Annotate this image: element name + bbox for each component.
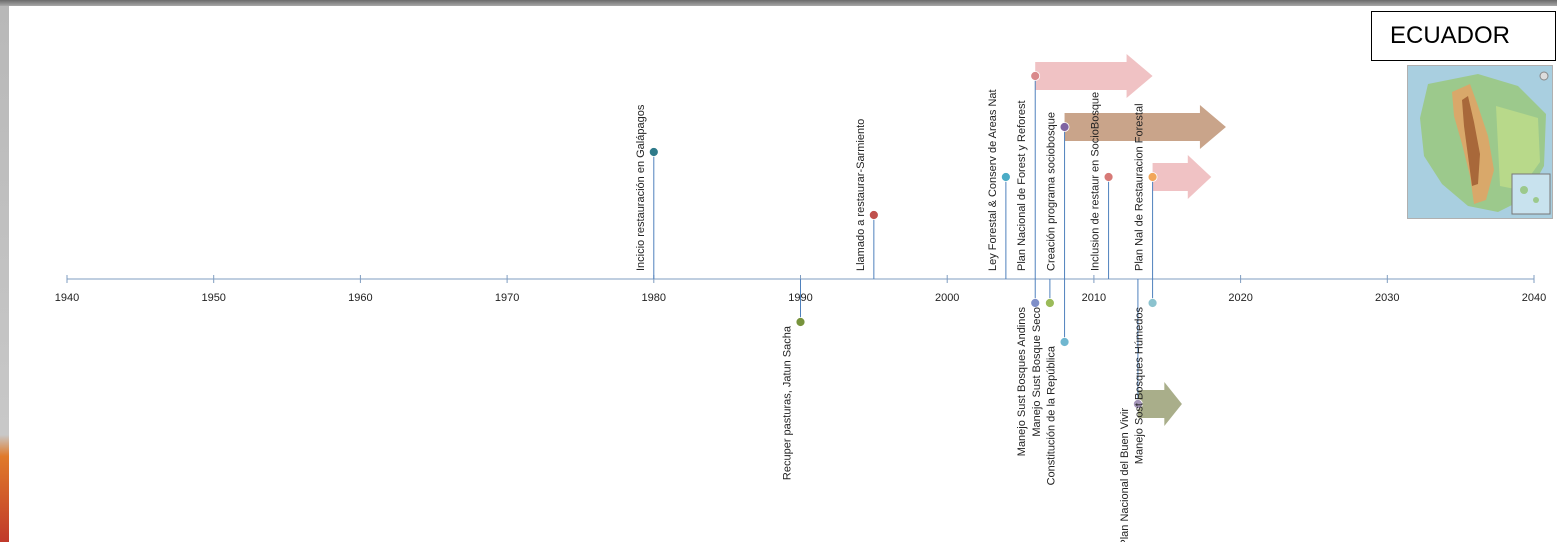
event-label: Ley Forestal & Conserv de Areas Nat xyxy=(987,89,999,271)
event-label: Recuper pasturas, Jatun Sacha xyxy=(782,325,794,480)
country-title-box: ECUADOR xyxy=(1371,11,1556,61)
tick-label: 2010 xyxy=(1082,292,1106,304)
event-marker xyxy=(1059,337,1070,347)
event-marker xyxy=(1000,172,1011,182)
tick-label: 1960 xyxy=(348,292,372,304)
event-label: Manejo Sust Bosques Andinos xyxy=(1016,307,1028,457)
event-label: Plan Nacional del Buen Vivir xyxy=(1119,408,1131,542)
event-label: Creación programa sociobosque xyxy=(1046,112,1058,271)
event-arrow xyxy=(1137,382,1182,426)
event-marker xyxy=(1103,172,1114,182)
tick-label: 2000 xyxy=(935,292,959,304)
top-frame-bar xyxy=(0,0,1557,6)
event-marker xyxy=(1044,298,1055,308)
event-label: Constitución de la República xyxy=(1046,345,1058,485)
event-marker xyxy=(868,210,879,220)
tick-label: 1980 xyxy=(642,292,666,304)
ecuador-map-icon xyxy=(1407,65,1553,219)
tick-label: 2030 xyxy=(1375,292,1399,304)
event-label: Manejo Sost Bosques Húmedos xyxy=(1134,307,1146,465)
event-marker xyxy=(795,317,806,327)
event-label: Inclusion de restaur en SocioBosque xyxy=(1090,92,1102,271)
event-marker xyxy=(1147,298,1158,308)
tick-label: 1970 xyxy=(495,292,519,304)
left-frame-bar xyxy=(0,6,9,542)
country-title: ECUADOR xyxy=(1390,22,1511,49)
event-marker xyxy=(1030,298,1041,308)
event-marker xyxy=(648,147,659,157)
event-label: Incicio restauración en Galápagos xyxy=(635,104,647,271)
tick-label: 1950 xyxy=(201,292,225,304)
event-label: Plan Nacional de Forest y Reforest xyxy=(1016,100,1028,271)
event-marker xyxy=(1133,399,1143,409)
tick-label: 2020 xyxy=(1228,292,1252,304)
event-marker xyxy=(1059,122,1070,132)
event-marker xyxy=(1147,172,1158,182)
event-label: Plan Nal de Restauracion Forestal xyxy=(1134,103,1146,271)
event-arrow xyxy=(1152,155,1212,199)
event-label: Llamado a restaurar-Sarmiento xyxy=(855,119,867,271)
event-marker xyxy=(1030,71,1041,81)
event-arrow xyxy=(1035,54,1153,98)
event-arrow xyxy=(1064,105,1226,149)
tick-label: 1940 xyxy=(55,292,79,304)
event-label: Manejo Sust Bosque Seco xyxy=(1031,307,1043,437)
tick-label: 2040 xyxy=(1522,292,1546,304)
